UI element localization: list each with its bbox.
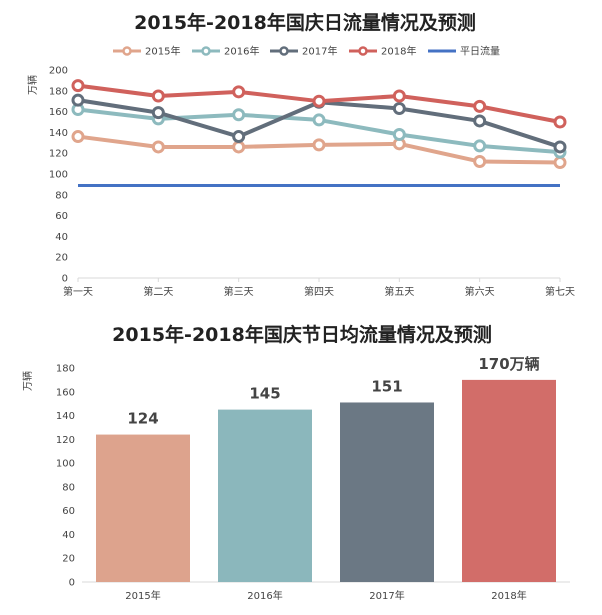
line-chart-title: 2015年-2018年国庆日流量情况及预测 xyxy=(134,11,476,34)
line-chart-y-ticks: 0 20 40 60 80 100 120 140 160 180 200 xyxy=(49,66,68,285)
line-point xyxy=(232,140,246,154)
bar-chart-y-tick: 0 xyxy=(69,578,75,589)
line-point xyxy=(312,94,326,108)
line-point xyxy=(151,140,165,154)
line-point xyxy=(553,140,567,154)
bar-chart-y-tick: 40 xyxy=(62,530,75,541)
legend-label: 2018年 xyxy=(381,45,416,58)
bar-chart-x-tick: 2018年 xyxy=(491,589,526,602)
line-point xyxy=(71,130,85,144)
line-point xyxy=(151,106,165,120)
line-chart-y-tick: 180 xyxy=(49,86,68,97)
line-point xyxy=(473,155,487,169)
bar-data-label: 170万辆 xyxy=(478,355,539,373)
line-chart-y-tick: 140 xyxy=(49,128,68,139)
legend-label: 2016年 xyxy=(224,45,259,58)
line-chart-legend: 2015年 2016年 2017年 2018年 平日流量 xyxy=(113,45,500,58)
bar-chart-y-tick: 180 xyxy=(56,364,75,375)
legend-item: 2018年 xyxy=(349,45,416,58)
line-chart-y-tick: 160 xyxy=(49,107,68,118)
line-point xyxy=(232,108,246,122)
legend-label: 2017年 xyxy=(302,45,337,58)
bar-chart-y-tick: 120 xyxy=(56,435,75,446)
bar-chart-bars xyxy=(96,379,556,582)
bar-chart-x-tick: 2017年 xyxy=(369,589,404,602)
line-chart-y-tick: 100 xyxy=(49,170,68,181)
line-chart-x-tick: 第二天 xyxy=(143,285,173,298)
line-chart-x-tick: 第五天 xyxy=(384,285,414,298)
bar-chart-x-ticks: 2015年 2016年 2017年 2018年 xyxy=(125,589,526,602)
legend-label: 2015年 xyxy=(145,45,180,58)
legend-item: 2015年 xyxy=(113,45,180,58)
line-point xyxy=(71,79,85,93)
line-point xyxy=(312,113,326,127)
line-chart-y-tick: 40 xyxy=(55,232,68,243)
legend-swatch-marker xyxy=(122,46,132,56)
line-point xyxy=(312,138,326,152)
bar-data-label: 124 xyxy=(127,410,158,428)
legend-swatch-marker xyxy=(279,46,289,56)
line-chart-x-tick: 第六天 xyxy=(465,285,495,298)
bar-chart-y-tick: 160 xyxy=(56,387,75,398)
bar-chart-y-ticks: 0 20 40 60 80 100 120 140 160 180 xyxy=(56,364,75,589)
bar xyxy=(340,402,434,582)
bar-chart-title: 2015年-2018年国庆节日均流量情况及预测 xyxy=(112,323,492,346)
line-point xyxy=(473,114,487,128)
line-point xyxy=(151,89,165,103)
bar-data-label: 145 xyxy=(249,385,280,403)
line-point xyxy=(71,93,85,107)
line-chart-y-tick: 60 xyxy=(55,211,68,222)
line-point xyxy=(392,101,406,115)
bar-chart-y-tick: 140 xyxy=(56,411,75,422)
line-chart: 2015年-2018年国庆日流量情况及预测 2015年 2016年 2017年 201… xyxy=(26,11,575,298)
legend-swatch-marker xyxy=(201,46,211,56)
legend-item: 2017年 xyxy=(270,45,337,58)
line-chart-x-tick: 第四天 xyxy=(304,285,334,298)
line-chart-y-axis-label: 万辆 xyxy=(26,75,39,95)
line-chart-y-tick: 20 xyxy=(55,253,68,264)
bar-data-label: 151 xyxy=(371,377,402,395)
line-chart-y-tick: 0 xyxy=(62,274,68,285)
legend-item: 平日流量 xyxy=(428,45,500,58)
legend-label: 平日流量 xyxy=(460,45,500,58)
bar-chart-y-tick: 60 xyxy=(62,506,75,517)
bar-chart-x-tick: 2016年 xyxy=(247,589,282,602)
line-chart-y-tick: 200 xyxy=(49,66,68,77)
bar-chart-data-labels: 124 145 151 170万辆 xyxy=(127,355,539,428)
bar-chart-y-tick: 100 xyxy=(56,459,75,470)
bar-chart-x-tick: 2015年 xyxy=(125,589,160,602)
line-series-3 xyxy=(71,79,567,129)
line-chart-x-tick: 第一天 xyxy=(63,285,93,298)
line-point xyxy=(473,139,487,153)
bar-chart-y-tick: 80 xyxy=(62,482,75,493)
line-chart-y-tick: 120 xyxy=(49,149,68,160)
bar-chart: 2015年-2018年国庆节日均流量情况及预测 万辆 0 20 40 60 80 100 1… xyxy=(21,323,570,602)
bar xyxy=(218,409,312,582)
line-chart-x-ticks: 第一天 第二天 第三天 第四天 第五天 第六天 第七天 xyxy=(63,278,575,298)
line-series-0 xyxy=(71,130,567,170)
line-point xyxy=(232,85,246,99)
line-point xyxy=(473,99,487,113)
line-point xyxy=(392,89,406,103)
bar-chart-y-tick: 20 xyxy=(62,554,75,565)
line-chart-x-tick: 第三天 xyxy=(224,285,254,298)
line-chart-y-tick: 80 xyxy=(55,190,68,201)
legend-item: 2016年 xyxy=(192,45,259,58)
line-chart-series xyxy=(71,79,567,187)
line-chart-x-tick: 第七天 xyxy=(545,285,575,298)
line-point xyxy=(232,130,246,144)
bar xyxy=(96,434,190,582)
line-point xyxy=(392,127,406,141)
legend-swatch-marker xyxy=(358,46,368,56)
bar-chart-y-axis-label: 万辆 xyxy=(21,371,34,391)
line-point xyxy=(553,156,567,170)
line-point xyxy=(553,115,567,129)
bar xyxy=(462,379,556,582)
